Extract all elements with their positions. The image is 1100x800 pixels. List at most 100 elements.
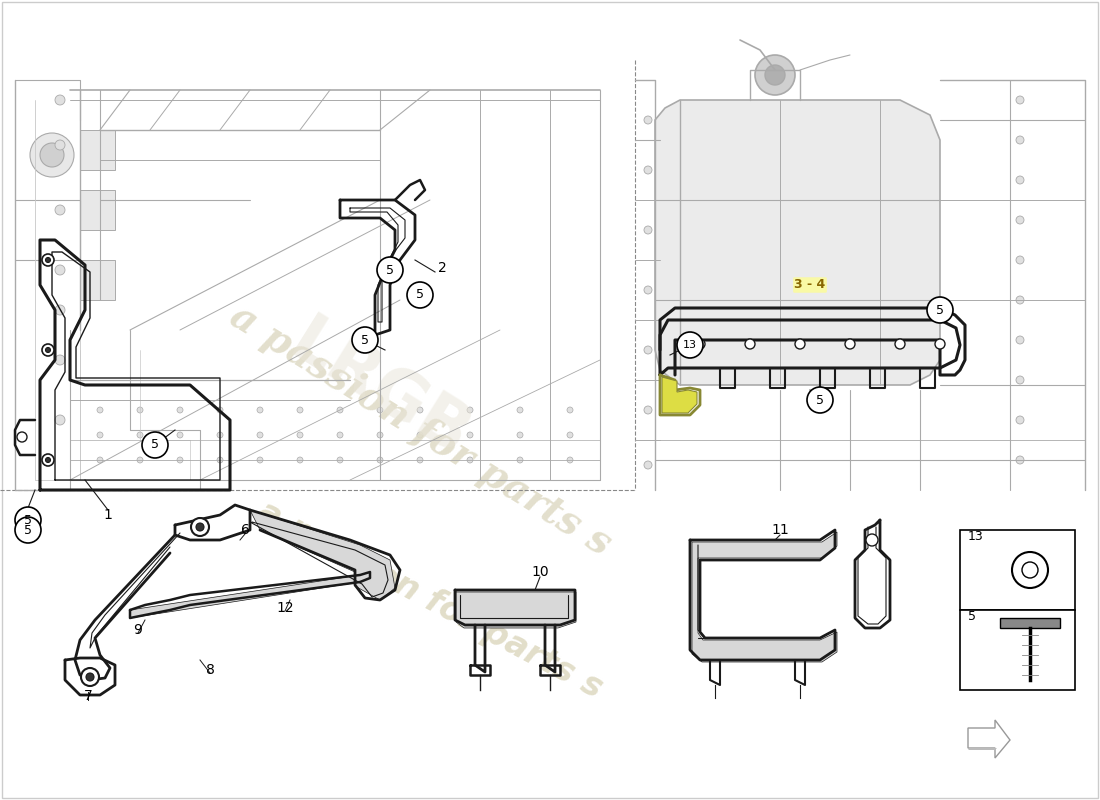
Circle shape (257, 432, 263, 438)
Circle shape (55, 205, 65, 215)
Circle shape (30, 133, 74, 177)
Circle shape (417, 407, 424, 413)
Text: 5: 5 (151, 438, 160, 451)
Circle shape (352, 327, 378, 353)
Circle shape (468, 457, 473, 463)
Text: 3 - 4: 3 - 4 (794, 278, 826, 291)
Circle shape (927, 297, 953, 323)
Polygon shape (968, 720, 1010, 758)
Circle shape (55, 140, 65, 150)
Circle shape (468, 432, 473, 438)
Circle shape (695, 339, 705, 349)
Circle shape (142, 432, 168, 458)
Circle shape (55, 355, 65, 365)
Circle shape (895, 339, 905, 349)
Text: 13: 13 (968, 530, 983, 542)
Circle shape (407, 282, 433, 308)
Circle shape (417, 432, 424, 438)
Circle shape (217, 407, 223, 413)
Circle shape (644, 226, 652, 234)
Circle shape (566, 407, 573, 413)
Circle shape (177, 457, 183, 463)
Circle shape (795, 339, 805, 349)
Circle shape (1016, 256, 1024, 264)
Circle shape (745, 339, 755, 349)
Circle shape (764, 65, 785, 85)
Circle shape (866, 534, 878, 546)
Polygon shape (80, 190, 116, 230)
Circle shape (138, 432, 143, 438)
Circle shape (138, 407, 143, 413)
Text: 13: 13 (683, 340, 697, 350)
Text: a passion for parts s: a passion for parts s (222, 297, 617, 563)
Circle shape (468, 407, 473, 413)
Text: LRGB: LRGB (278, 310, 482, 470)
Circle shape (55, 305, 65, 315)
Text: a passion for parts s: a passion for parts s (252, 495, 608, 705)
Circle shape (1016, 456, 1024, 464)
Circle shape (97, 457, 103, 463)
Polygon shape (692, 532, 837, 662)
Circle shape (297, 457, 302, 463)
Circle shape (297, 432, 302, 438)
Circle shape (257, 407, 263, 413)
Circle shape (755, 55, 795, 95)
Circle shape (1016, 176, 1024, 184)
Circle shape (517, 407, 522, 413)
Circle shape (16, 432, 28, 442)
Circle shape (177, 407, 183, 413)
Text: 8: 8 (206, 663, 214, 677)
Circle shape (191, 518, 209, 536)
Circle shape (1016, 136, 1024, 144)
Text: 5: 5 (386, 263, 394, 277)
Circle shape (644, 461, 652, 469)
Circle shape (1016, 216, 1024, 224)
Polygon shape (968, 748, 997, 750)
Circle shape (45, 458, 51, 462)
Circle shape (807, 387, 833, 413)
Text: 201 01: 201 01 (990, 768, 1044, 782)
Text: 2: 2 (438, 261, 447, 275)
Text: 5: 5 (361, 334, 368, 346)
Text: 5: 5 (968, 610, 976, 622)
Circle shape (337, 457, 343, 463)
Circle shape (1016, 416, 1024, 424)
Circle shape (676, 332, 703, 358)
Circle shape (42, 344, 54, 356)
Text: 5: 5 (24, 523, 32, 537)
Circle shape (644, 406, 652, 414)
Circle shape (45, 347, 51, 353)
Circle shape (644, 116, 652, 124)
Circle shape (377, 407, 383, 413)
Circle shape (177, 432, 183, 438)
Circle shape (644, 346, 652, 354)
Circle shape (337, 432, 343, 438)
Circle shape (81, 668, 99, 686)
Circle shape (138, 457, 143, 463)
Circle shape (1016, 376, 1024, 384)
Text: 5: 5 (24, 514, 32, 526)
Circle shape (566, 457, 573, 463)
Circle shape (86, 673, 94, 681)
Text: 5: 5 (936, 303, 944, 317)
Circle shape (1016, 296, 1024, 304)
Circle shape (55, 265, 65, 275)
Circle shape (517, 457, 522, 463)
Bar (960, 530, 1075, 610)
Circle shape (935, 339, 945, 349)
Circle shape (196, 523, 204, 531)
Polygon shape (662, 377, 697, 413)
Circle shape (377, 432, 383, 438)
Circle shape (15, 517, 41, 543)
Circle shape (45, 258, 51, 262)
Text: 10: 10 (531, 565, 549, 579)
Circle shape (845, 339, 855, 349)
Circle shape (42, 254, 54, 266)
Polygon shape (1000, 618, 1060, 628)
Circle shape (1016, 336, 1024, 344)
Circle shape (97, 432, 103, 438)
Text: 5: 5 (416, 289, 424, 302)
Text: 9: 9 (133, 623, 142, 637)
Circle shape (217, 457, 223, 463)
Circle shape (1022, 562, 1038, 578)
